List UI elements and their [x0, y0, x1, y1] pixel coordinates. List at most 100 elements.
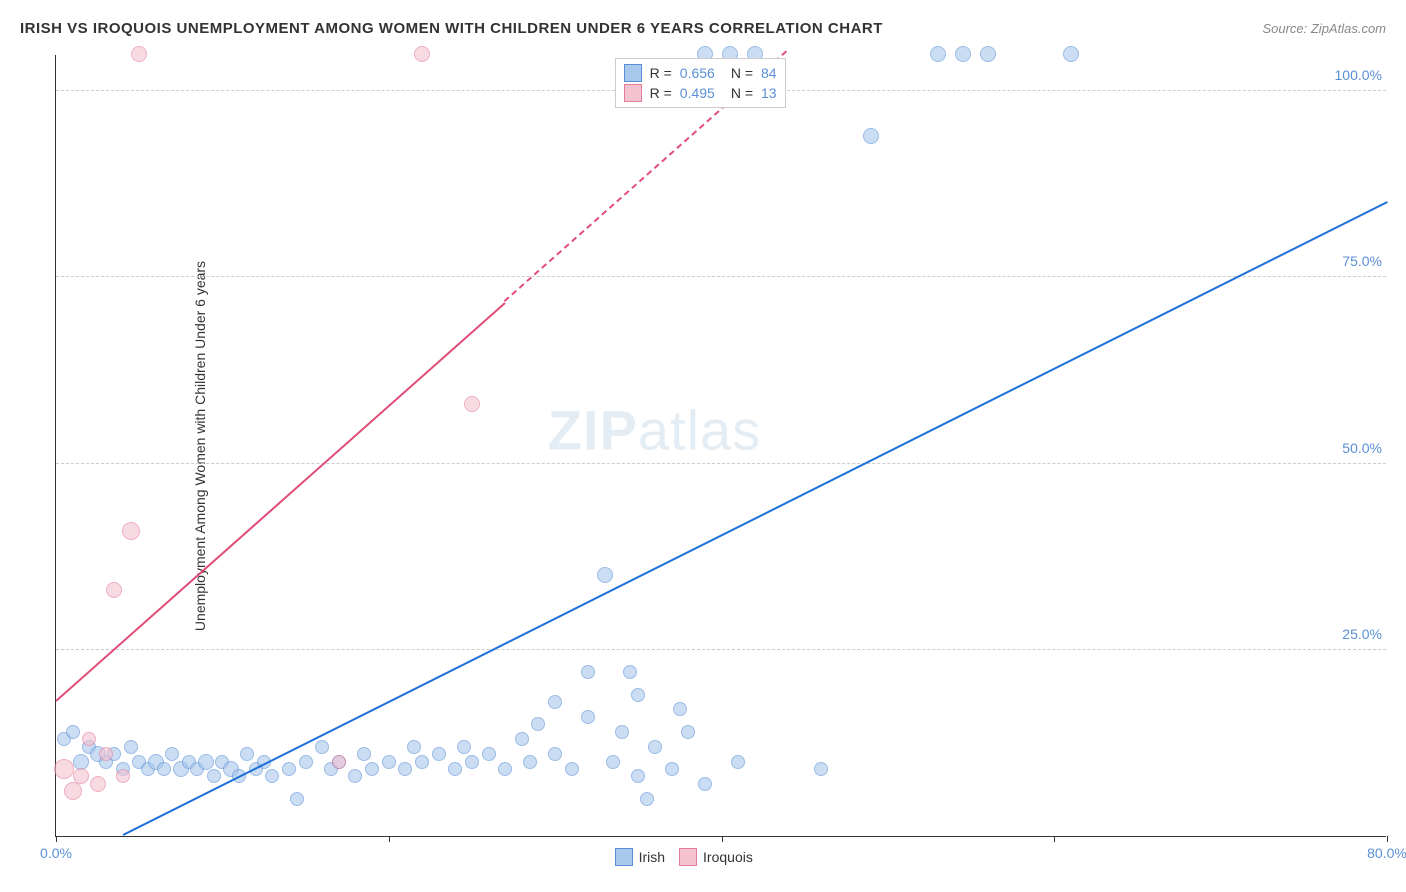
x-tick — [722, 836, 723, 842]
data-point — [581, 710, 595, 724]
data-point — [464, 396, 480, 412]
data-point — [498, 762, 512, 776]
watermark: ZIPatlas — [548, 397, 761, 462]
data-point — [414, 46, 430, 62]
legend-r-label: R = — [650, 63, 672, 83]
y-tick-label: 75.0% — [1338, 253, 1386, 269]
data-point — [282, 762, 296, 776]
gridline — [56, 649, 1386, 650]
data-point — [457, 740, 471, 754]
data-point — [698, 777, 712, 791]
legend-n-value: 13 — [761, 83, 777, 103]
legend-r-value: 0.495 — [680, 83, 715, 103]
data-point — [348, 769, 362, 783]
legend-n-value: 84 — [761, 63, 777, 83]
data-point — [124, 740, 138, 754]
data-point — [448, 762, 462, 776]
data-point — [116, 769, 130, 783]
trend-line — [55, 302, 506, 702]
data-point — [265, 769, 279, 783]
legend-series: Irish Iroquois — [615, 848, 753, 866]
data-point — [299, 755, 313, 769]
data-point — [432, 747, 446, 761]
data-point — [531, 717, 545, 731]
data-point — [681, 725, 695, 739]
data-point — [548, 695, 562, 709]
data-point — [240, 747, 254, 761]
y-tick-label: 50.0% — [1338, 440, 1386, 456]
legend-swatch — [624, 84, 642, 102]
data-point — [415, 755, 429, 769]
data-point — [73, 768, 89, 784]
data-point — [673, 702, 687, 716]
data-point — [365, 762, 379, 776]
legend-swatch — [615, 848, 633, 866]
data-point — [54, 759, 74, 779]
source-label: Source: ZipAtlas.com — [1262, 21, 1386, 36]
x-tick-label: 80.0% — [1367, 845, 1406, 861]
data-point — [615, 725, 629, 739]
data-point — [64, 782, 82, 800]
data-point — [332, 755, 346, 769]
x-tick — [1054, 836, 1055, 842]
gridline — [56, 463, 1386, 464]
trend-line — [122, 201, 1387, 836]
legend-n-label: N = — [731, 63, 753, 83]
data-point — [665, 762, 679, 776]
data-point — [106, 582, 122, 598]
data-point — [407, 740, 421, 754]
data-point — [73, 754, 89, 770]
x-tick-label: 0.0% — [40, 845, 72, 861]
legend-stats-row: R = 0.656 N = 84 — [624, 63, 777, 83]
legend-series-item: Irish — [615, 848, 665, 866]
data-point — [398, 762, 412, 776]
chart-title: IRISH VS IROQUOIS UNEMPLOYMENT AMONG WOM… — [20, 20, 883, 37]
data-point — [523, 755, 537, 769]
chart-area: ZIPatlas R =0.656N =84R =0.495N =13 Iris… — [55, 55, 1386, 837]
data-point — [631, 688, 645, 702]
data-point — [631, 769, 645, 783]
data-point — [315, 740, 329, 754]
data-point — [731, 755, 745, 769]
data-point — [640, 792, 654, 806]
data-point — [548, 747, 562, 761]
header: IRISH VS IROQUOIS UNEMPLOYMENT AMONG WOM… — [20, 20, 1386, 37]
legend-series-label: Iroquois — [703, 849, 753, 865]
data-point — [814, 762, 828, 776]
gridline — [56, 276, 1386, 277]
data-point — [930, 46, 946, 62]
data-point — [90, 776, 106, 792]
legend-swatch — [624, 64, 642, 82]
data-point — [382, 755, 396, 769]
legend-r-value: 0.656 — [680, 63, 715, 83]
x-tick — [56, 836, 57, 842]
data-point — [165, 747, 179, 761]
data-point — [863, 128, 879, 144]
legend-series-label: Irish — [639, 849, 665, 865]
data-point — [606, 755, 620, 769]
legend-stats: R = 0.656 N = 84R = 0.495 N = 13 — [615, 58, 786, 108]
data-point — [623, 665, 637, 679]
data-point — [82, 732, 96, 746]
data-point — [980, 46, 996, 62]
x-tick — [389, 836, 390, 842]
data-point — [357, 747, 371, 761]
data-point — [648, 740, 662, 754]
data-point — [131, 46, 147, 62]
data-point — [482, 747, 496, 761]
data-point — [955, 46, 971, 62]
data-point — [465, 755, 479, 769]
data-point — [290, 792, 304, 806]
y-tick-label: 25.0% — [1338, 626, 1386, 642]
y-tick-label: 100.0% — [1331, 67, 1386, 83]
data-point — [207, 769, 221, 783]
data-point — [66, 725, 80, 739]
data-point — [157, 762, 171, 776]
legend-r-label: R = — [650, 83, 672, 103]
data-point — [122, 522, 140, 540]
data-point — [1063, 46, 1079, 62]
data-point — [515, 732, 529, 746]
legend-stats-row: R =0.495N =13 — [624, 83, 777, 103]
legend-series-item: Iroquois — [679, 848, 753, 866]
data-point — [99, 747, 113, 761]
